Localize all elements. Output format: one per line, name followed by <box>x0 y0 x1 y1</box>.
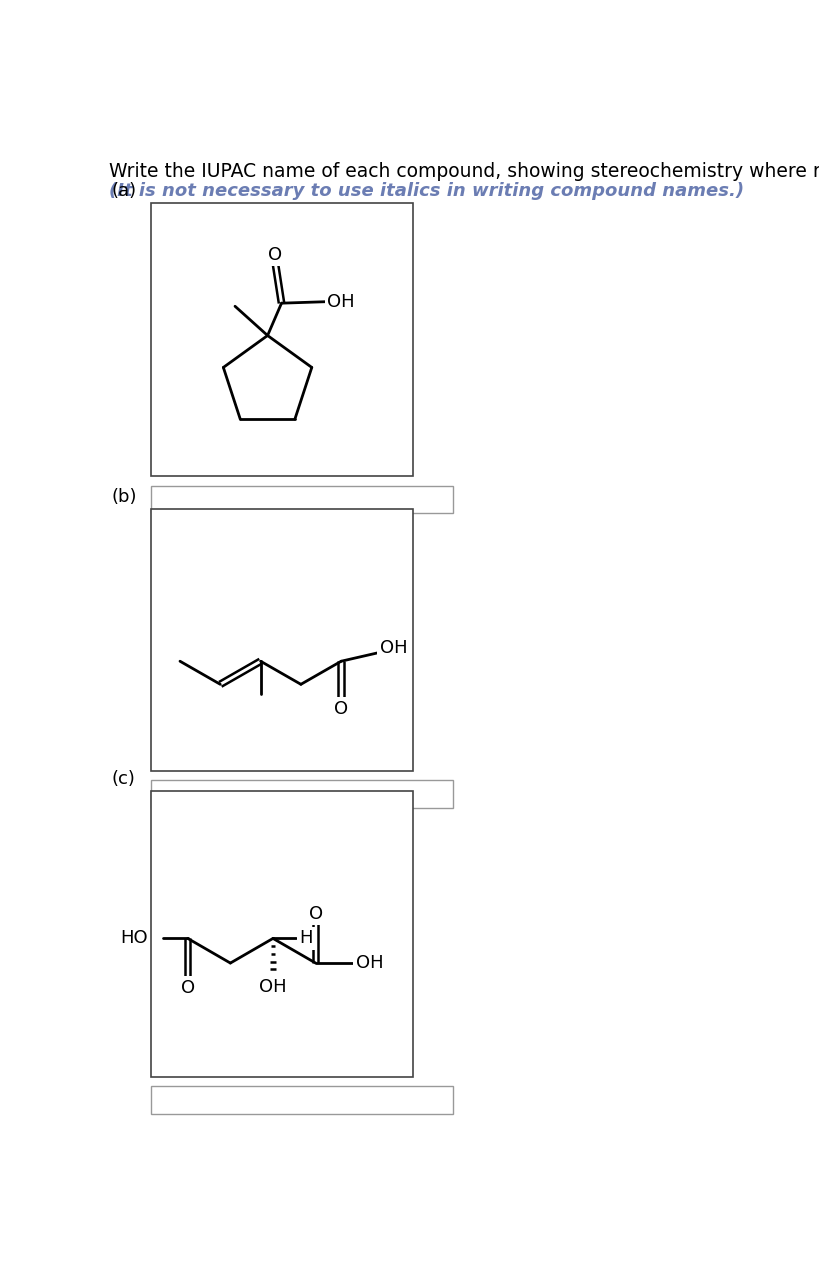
Text: O: O <box>308 904 323 922</box>
Text: (a): (a) <box>111 182 137 200</box>
Bar <box>151 1086 452 1114</box>
Text: O: O <box>268 246 282 264</box>
Bar <box>151 486 452 514</box>
Text: Write the IUPAC name of each compound, showing stereochemistry where relevant.: Write the IUPAC name of each compound, s… <box>109 162 819 182</box>
Text: OH: OH <box>259 978 287 996</box>
Text: (It is not necessary to use italics in writing compound names.): (It is not necessary to use italics in w… <box>109 183 743 200</box>
Bar <box>151 791 412 1077</box>
Bar <box>151 779 452 808</box>
Bar <box>151 204 412 477</box>
Text: H: H <box>299 930 313 948</box>
Text: (b): (b) <box>111 488 137 506</box>
Text: OH: OH <box>327 292 355 310</box>
Text: (c): (c) <box>111 769 135 787</box>
Bar <box>151 509 412 770</box>
Text: O: O <box>333 699 348 717</box>
Text: OH: OH <box>380 639 407 657</box>
Text: HO: HO <box>120 930 147 948</box>
Text: O: O <box>180 979 195 997</box>
Text: OH: OH <box>355 954 383 972</box>
